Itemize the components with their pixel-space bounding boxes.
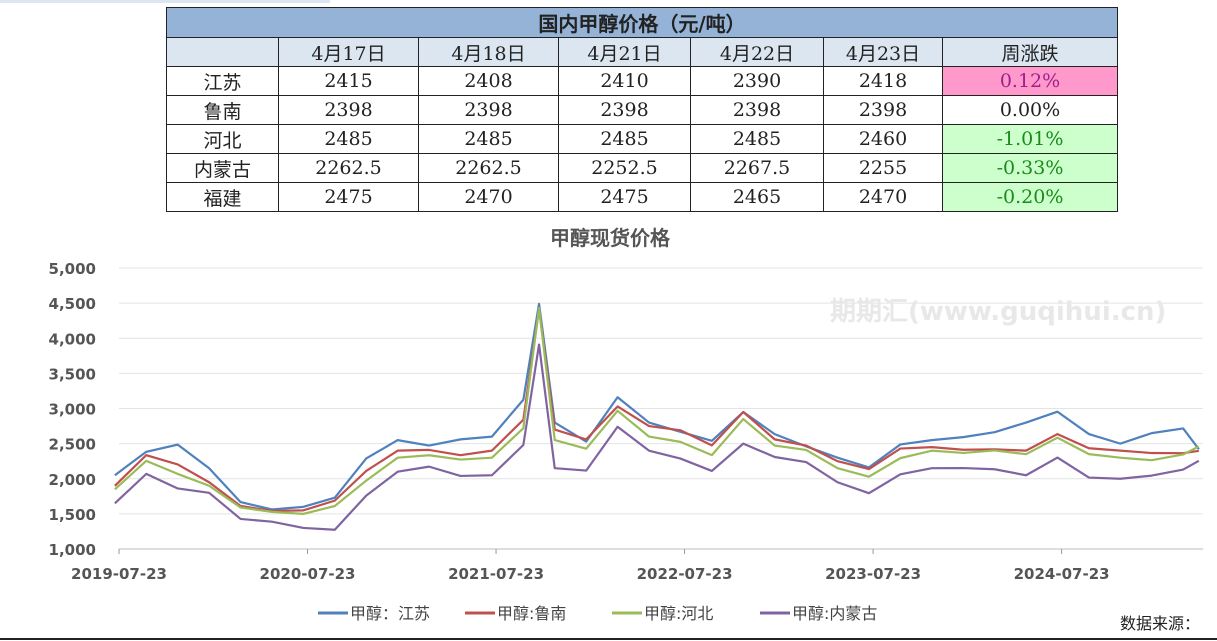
- table-row: 鲁南 2398 2398 2398 2398 2398 0.00%: [166, 95, 1118, 125]
- table-cell: 内蒙古: [166, 153, 279, 183]
- series-line-3: [114, 343, 1200, 531]
- y-tick-label: 4,000: [49, 330, 96, 348]
- table-cell: 2398: [823, 95, 943, 125]
- column-header: 4月22日: [690, 37, 824, 67]
- table-cell: 2475: [558, 182, 691, 212]
- table-cell: 2485: [418, 124, 559, 154]
- table-cell: 2470: [823, 182, 943, 212]
- table-cell: 2485: [278, 124, 419, 154]
- table-row: 河北 2485 2485 2485 2485 2460 -1.01%: [166, 124, 1118, 154]
- table-cell: 2418: [823, 66, 943, 96]
- table-cell: 2262.5: [278, 153, 419, 183]
- source-label: 数据来源：: [1120, 614, 1200, 633]
- table-cell: 2390: [690, 66, 824, 96]
- watermark: 期期汇(www.guqihui.cn): [830, 297, 1166, 327]
- y-tick-label: 3,000: [49, 401, 96, 419]
- table-cell: 2252.5: [558, 153, 691, 183]
- table-cell: 2485: [558, 124, 691, 154]
- table-cell: 2398: [278, 95, 419, 125]
- series-line-2: [114, 306, 1200, 515]
- x-tick-label: 2019-07-23: [71, 565, 167, 583]
- table-header-row: 4月17日 4月18日 4月21日 4月22日 4月23日 周涨跌: [166, 37, 1118, 67]
- y-tick-label: 3,500: [49, 365, 96, 383]
- y-tick-label: 2,500: [49, 436, 96, 454]
- column-header: 4月18日: [418, 37, 559, 67]
- column-header: [166, 37, 279, 67]
- table-cell: -1.01%: [942, 124, 1118, 154]
- x-tick-label: 2024-07-23: [1014, 565, 1110, 583]
- legend-label: 甲醇：江苏: [350, 604, 430, 623]
- top-bar: [0, 0, 330, 3]
- legend-label: 甲醇:内蒙古: [792, 604, 877, 623]
- x-tick-label: 2020-07-23: [260, 565, 356, 583]
- table-cell: 2485: [690, 124, 824, 154]
- y-tick-label: 1,000: [49, 541, 96, 559]
- table-cell: 2398: [418, 95, 559, 125]
- legend-label: 甲醇:鲁南: [497, 604, 566, 623]
- table-cell: 2470: [418, 182, 559, 212]
- x-tick-label: 2021-07-23: [448, 565, 544, 583]
- table-row: 福建 2475 2470 2475 2465 2470 -0.20%: [166, 182, 1118, 212]
- column-header: 周涨跌: [942, 37, 1118, 67]
- table-cell: 福建: [166, 182, 279, 212]
- table-cell: 0.00%: [942, 95, 1118, 125]
- table-title: 国内甲醇价格（元/吨）: [166, 7, 1118, 38]
- table-cell: -0.20%: [942, 182, 1118, 212]
- table-cell: -0.33%: [942, 153, 1118, 183]
- table-cell: 2408: [418, 66, 559, 96]
- methanol-price-chart: 甲醇现货价格 1,000 1,500 2,000 2,500 3,000 3,500 4,00…: [0, 226, 1217, 640]
- y-tick-label: 1,500: [49, 506, 96, 524]
- table-cell: 2262.5: [418, 153, 559, 183]
- series-line-0: [114, 302, 1200, 511]
- column-header: 4月23日: [823, 37, 943, 67]
- price-table: 国内甲醇价格（元/吨） 4月17日 4月18日 4月21日 4月22日 4月23日 周涨跌…: [166, 7, 1118, 212]
- table-cell: 河北: [166, 124, 279, 154]
- series-line-1: [114, 307, 1200, 513]
- table-row: 江苏 2415 2408 2410 2390 2418 0.12%: [166, 66, 1118, 96]
- y-tick-label: 4,500: [49, 295, 96, 313]
- table-cell: 2465: [690, 182, 824, 212]
- table-cell: 鲁南: [166, 95, 279, 125]
- table-cell: 2398: [558, 95, 691, 125]
- table-cell: 2410: [558, 66, 691, 96]
- table-cell: 2267.5: [690, 153, 824, 183]
- table-cell: 2398: [690, 95, 824, 125]
- table-cell: 2415: [278, 66, 419, 96]
- column-header: 4月17日: [278, 37, 419, 67]
- table-row: 内蒙古 2262.5 2262.5 2252.5 2267.5 2255 -0.33%: [166, 153, 1118, 183]
- table-cell: 0.12%: [942, 66, 1118, 96]
- y-tick-label: 2,000: [49, 471, 96, 489]
- table-cell: 2475: [278, 182, 419, 212]
- table-cell: 2460: [823, 124, 943, 154]
- table-cell: 2255: [823, 153, 943, 183]
- x-tick-label: 2023-07-23: [825, 565, 921, 583]
- x-tick-label: 2022-07-23: [637, 565, 733, 583]
- chart-title: 甲醇现货价格: [550, 226, 671, 250]
- table-cell: 江苏: [166, 66, 279, 96]
- column-header: 4月21日: [558, 37, 691, 67]
- y-tick-label: 5,000: [49, 260, 96, 278]
- legend-label: 甲醇:河北: [644, 604, 713, 623]
